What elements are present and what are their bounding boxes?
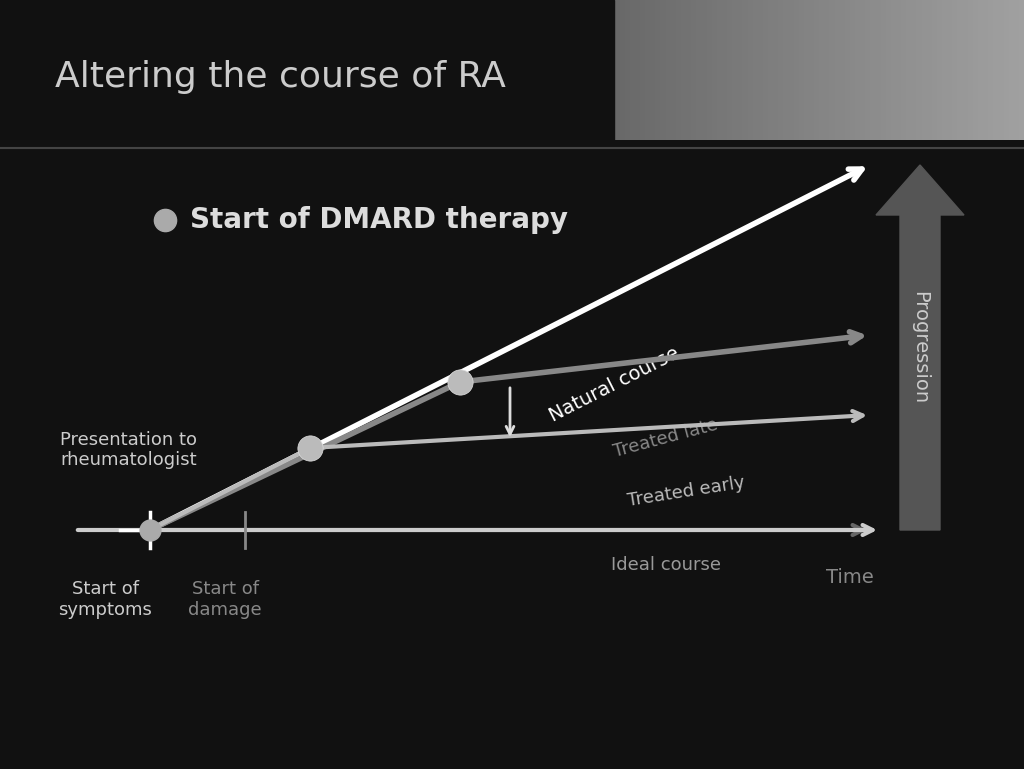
- Text: Start of
damage: Start of damage: [188, 580, 262, 619]
- Text: Start of DMARD therapy: Start of DMARD therapy: [190, 206, 568, 234]
- Text: Time: Time: [826, 568, 873, 587]
- Bar: [0, 0, 614, 140]
- Text: Presentation to
rheumatologist: Presentation to rheumatologist: [60, 431, 197, 469]
- Text: Treated late: Treated late: [611, 416, 720, 461]
- Text: Treated early: Treated early: [626, 474, 746, 511]
- Text: Progression: Progression: [910, 291, 930, 404]
- Text: Start of
symptoms: Start of symptoms: [58, 580, 152, 619]
- Text: Altering the course of RA: Altering the course of RA: [55, 60, 506, 94]
- FancyArrow shape: [876, 165, 964, 530]
- Text: Ideal course: Ideal course: [610, 556, 721, 574]
- Text: Natural course: Natural course: [546, 344, 683, 425]
